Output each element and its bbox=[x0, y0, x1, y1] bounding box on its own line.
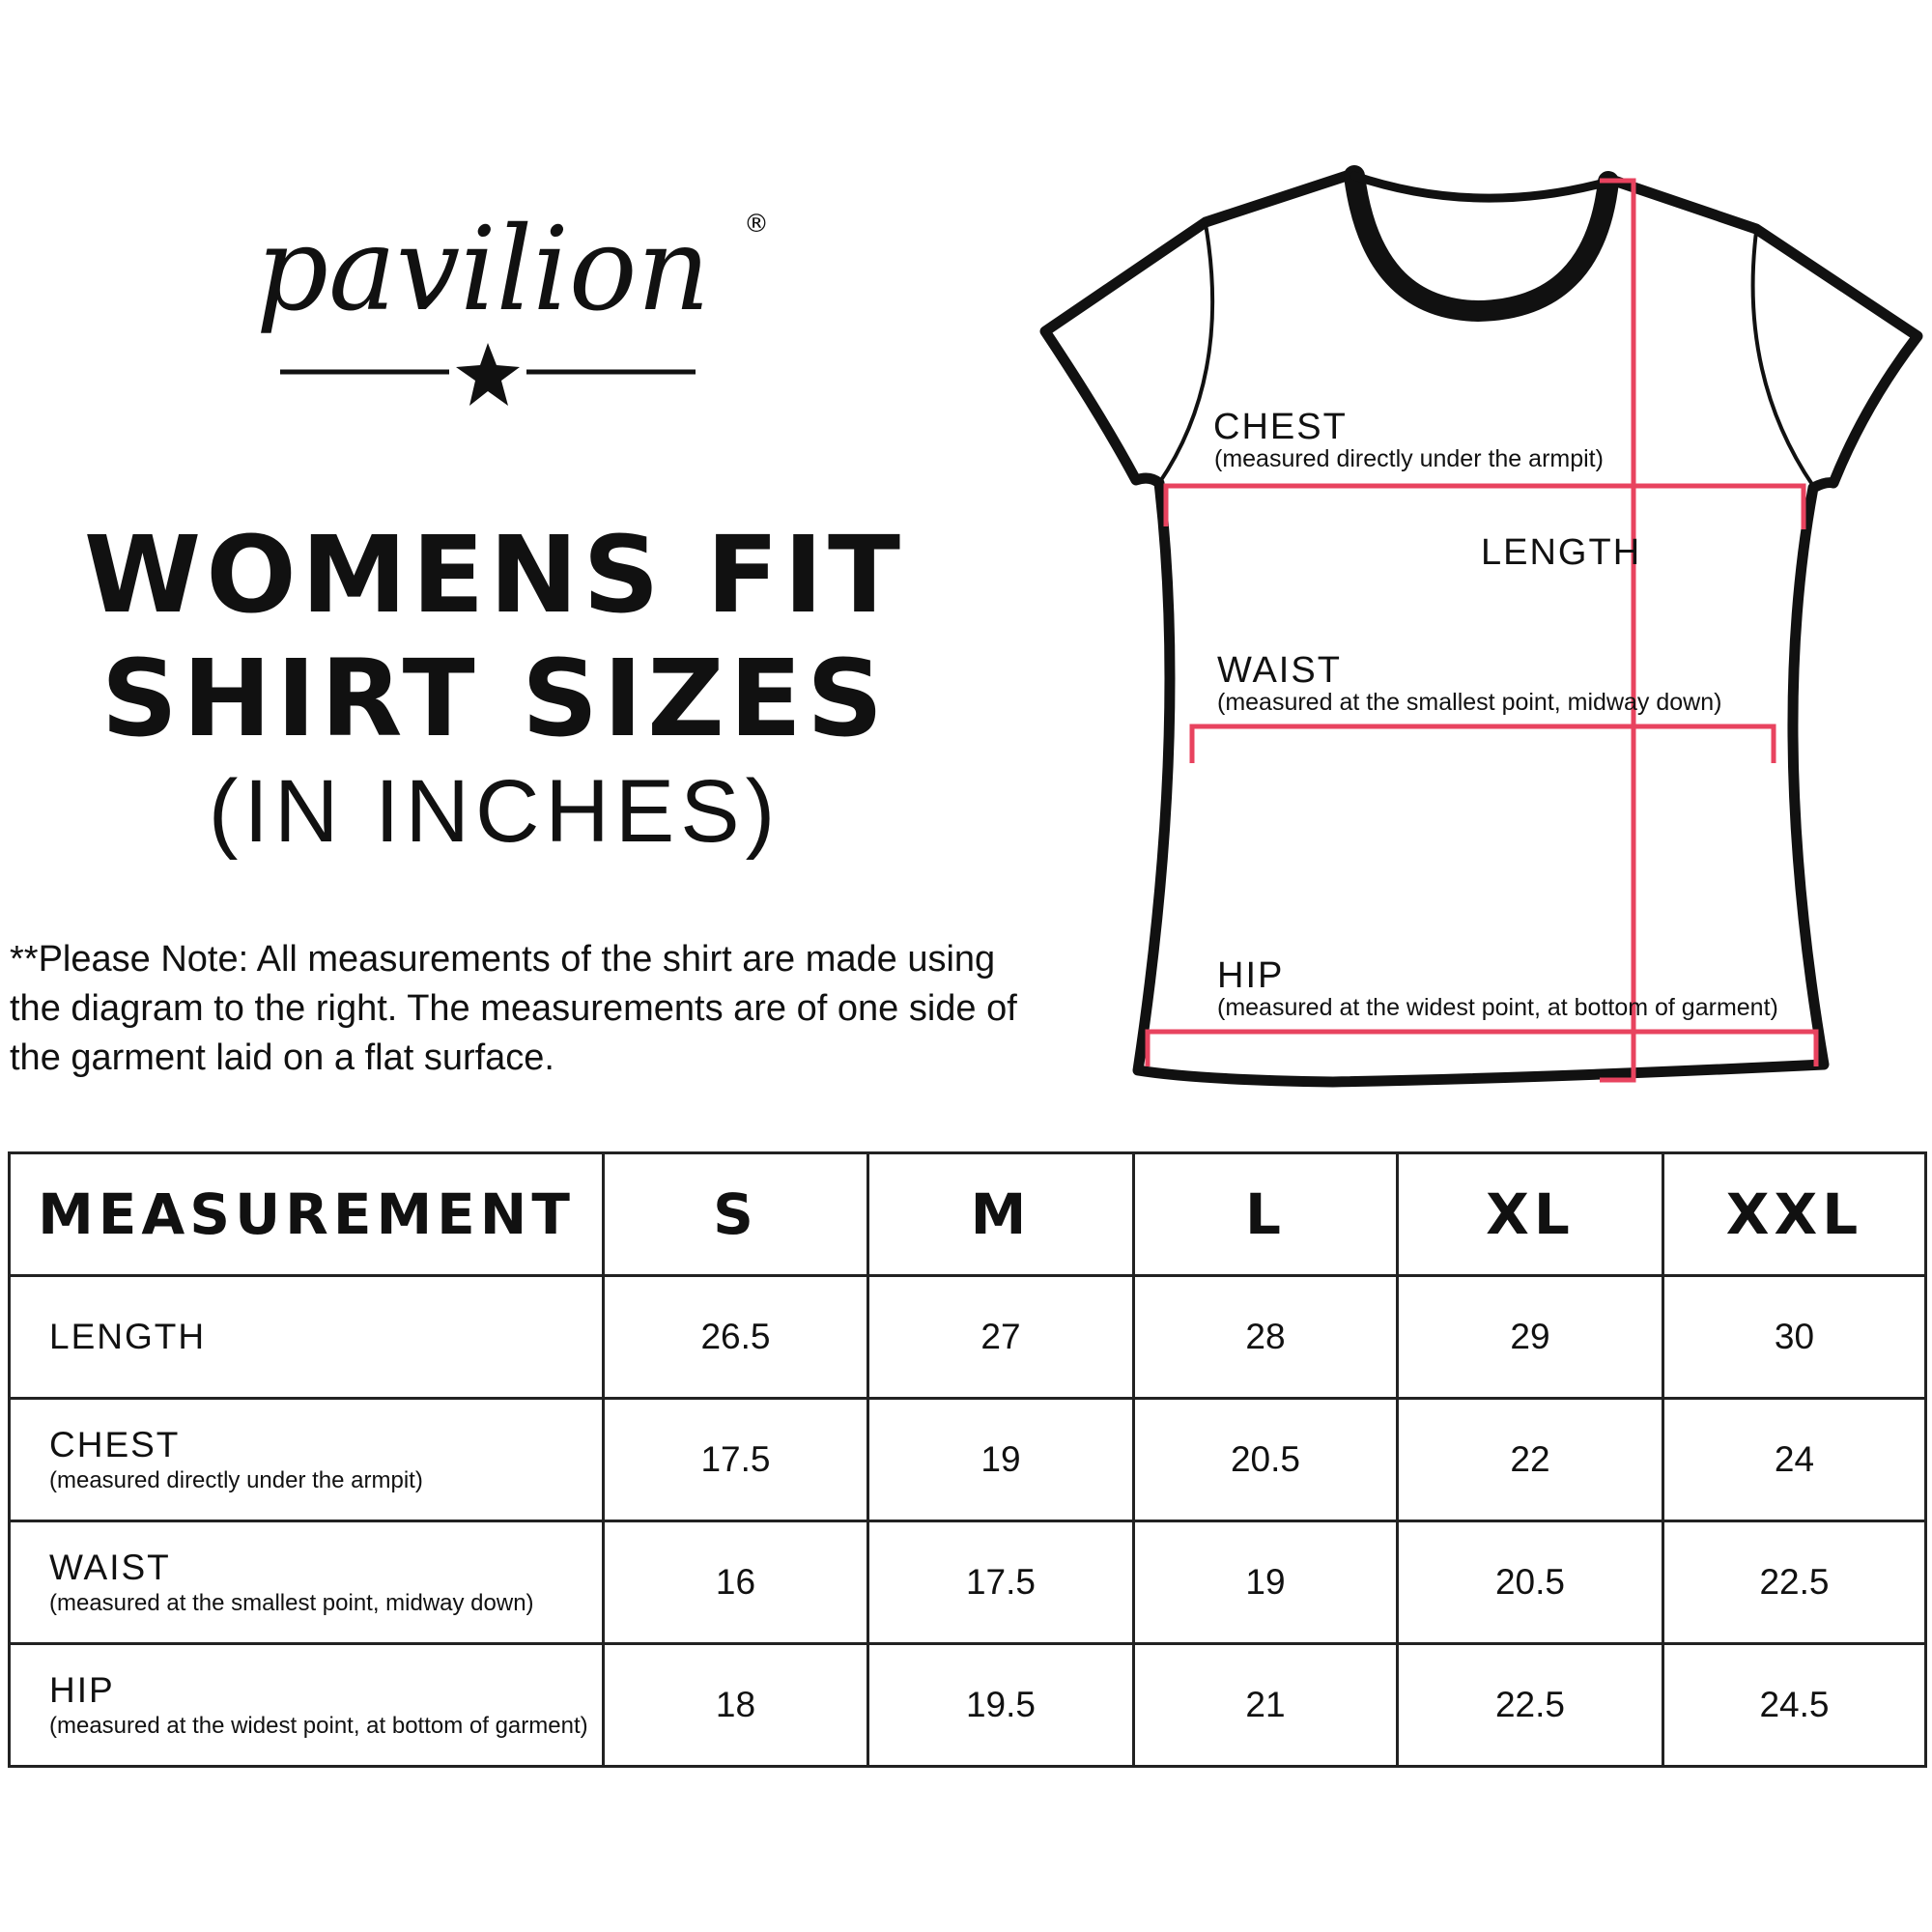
row-label: HIP bbox=[49, 1670, 115, 1710]
header-size: L bbox=[1132, 1151, 1399, 1277]
row-sub: (measured at the smallest point, midway … bbox=[49, 1590, 534, 1616]
value-cell: 21 bbox=[1132, 1642, 1399, 1768]
hip-line bbox=[1145, 1029, 1819, 1066]
row-label-cell: HIP (measured at the widest point, at bot… bbox=[8, 1642, 605, 1768]
row-label: LENGTH bbox=[49, 1317, 207, 1356]
value-cell: 20.5 bbox=[1132, 1397, 1399, 1522]
shirt-diagram bbox=[1039, 165, 1923, 1088]
collar-top bbox=[1350, 171, 1613, 203]
value-cell: 27 bbox=[867, 1274, 1135, 1400]
table-header-row: MEASUREMENT S M L XL XXL bbox=[8, 1151, 1927, 1277]
value-cell: 29 bbox=[1396, 1274, 1664, 1400]
value-cell: 22.5 bbox=[1662, 1520, 1927, 1645]
title-line-2: SHIRT SIZES bbox=[100, 637, 889, 760]
chest-line bbox=[1163, 483, 1806, 529]
pavilion-logo: pavilion ® bbox=[256, 203, 769, 406]
row-sub: (measured directly under the armpit) bbox=[49, 1467, 423, 1493]
header-size: XXL bbox=[1662, 1151, 1927, 1277]
left-sleeve-seam bbox=[1157, 222, 1215, 485]
table-row: HIP (measured at the widest point, at bot… bbox=[8, 1642, 1927, 1768]
row-sub: (measured at the widest point, at bottom… bbox=[49, 1713, 588, 1739]
length-line bbox=[1600, 178, 1636, 1083]
row-label-cell: WAIST (measured at the smallest point, mi… bbox=[8, 1520, 605, 1645]
logo-text: pavilion bbox=[256, 203, 710, 337]
row-label-cell: CHEST (measured directly under the armpit… bbox=[8, 1397, 605, 1522]
value-cell: 22.5 bbox=[1396, 1642, 1664, 1768]
value-cell: 22 bbox=[1396, 1397, 1664, 1522]
header-measurement: MEASUREMENT bbox=[8, 1151, 605, 1277]
value-cell: 17.5 bbox=[867, 1520, 1135, 1645]
title-line-1: WOMENS FIT bbox=[83, 513, 906, 637]
title-units: (IN INCHES) bbox=[208, 762, 781, 861]
value-cell: 18 bbox=[602, 1642, 869, 1768]
value-cell: 24.5 bbox=[1662, 1642, 1927, 1768]
header-size: S bbox=[602, 1151, 869, 1277]
value-cell: 19 bbox=[1132, 1520, 1399, 1645]
shirt-outline bbox=[1039, 168, 1923, 1088]
hip-sub: (measured at the widest point, at bottom… bbox=[1217, 994, 1778, 1021]
value-cell: 28 bbox=[1132, 1274, 1399, 1400]
chest-sub: (measured directly under the armpit) bbox=[1214, 445, 1604, 472]
value-cell: 30 bbox=[1662, 1274, 1927, 1400]
value-cell: 26.5 bbox=[602, 1274, 869, 1400]
waist-line bbox=[1189, 724, 1776, 763]
value-cell: 16 bbox=[602, 1520, 869, 1645]
row-label: CHEST bbox=[49, 1425, 181, 1464]
size-table: MEASUREMENT S M L XL XXL LENGTH 26.5 27 28 2… bbox=[8, 1151, 1927, 1768]
registered-mark: ® bbox=[744, 210, 769, 239]
right-sleeve-seam bbox=[1750, 230, 1815, 488]
value-cell: 19.5 bbox=[867, 1642, 1135, 1768]
value-cell: 17.5 bbox=[602, 1397, 869, 1522]
table-row: LENGTH 26.5 27 28 29 30 bbox=[8, 1274, 1927, 1400]
chest-label: CHEST bbox=[1213, 407, 1348, 447]
value-cell: 19 bbox=[867, 1397, 1135, 1522]
waist-sub: (measured at the smallest point, midway … bbox=[1217, 689, 1722, 716]
table-row: WAIST (measured at the smallest point, mi… bbox=[8, 1520, 1927, 1645]
waist-label: WAIST bbox=[1217, 650, 1342, 691]
value-cell: 24 bbox=[1662, 1397, 1927, 1522]
row-label: WAIST bbox=[49, 1548, 171, 1587]
table-row: CHEST (measured directly under the armpit… bbox=[8, 1397, 1927, 1522]
header-size: M bbox=[867, 1151, 1135, 1277]
star-icon bbox=[456, 343, 520, 406]
hip-label: HIP bbox=[1217, 955, 1285, 996]
value-cell: 20.5 bbox=[1396, 1520, 1664, 1645]
row-label-cell: LENGTH bbox=[8, 1274, 605, 1400]
length-label: LENGTH bbox=[1481, 532, 1642, 573]
collar bbox=[1344, 165, 1619, 322]
header-size: XL bbox=[1396, 1151, 1664, 1277]
measurement-note: **Please Note: All measurements of the s… bbox=[10, 939, 1017, 1078]
